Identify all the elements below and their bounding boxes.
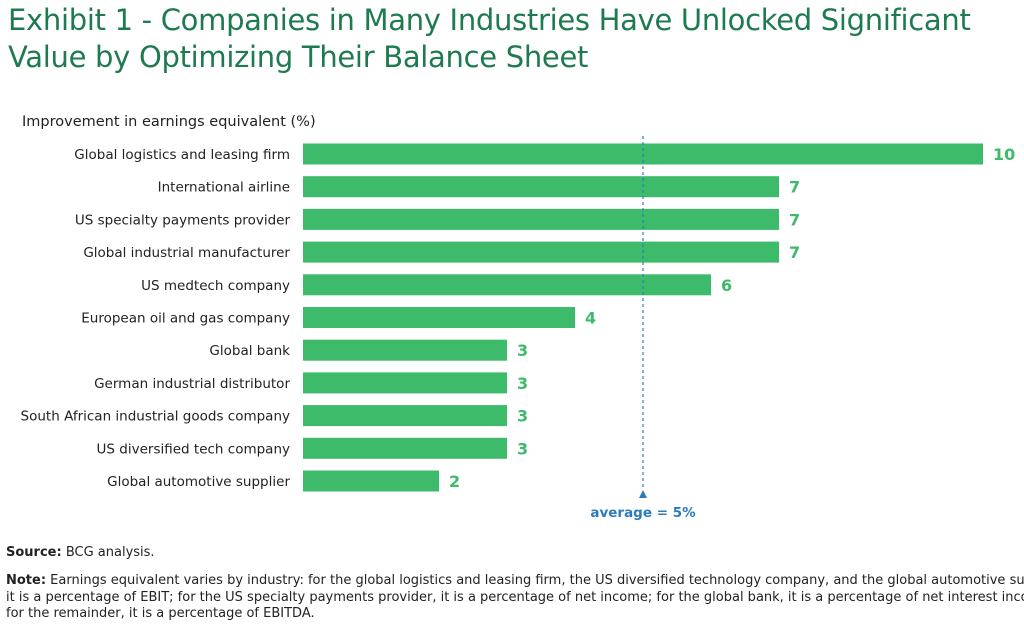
source-label: Source: [6, 545, 62, 560]
bar [303, 339, 507, 361]
category-label: South African industrial goods company [21, 409, 290, 425]
category-label: US diversified tech company [97, 441, 290, 457]
value-label: 7 [789, 178, 800, 197]
bar [303, 208, 779, 230]
axis-label: Improvement in earnings equivalent (%) [22, 114, 316, 130]
value-label: 4 [585, 309, 596, 328]
note-text: Earnings equivalent varies by industry: … [6, 573, 1024, 621]
value-label: 10 [993, 145, 1015, 164]
value-label: 2 [449, 472, 460, 491]
chart-title: Exhibit 1 - Companies in Many Industries… [8, 3, 971, 74]
category-label: German industrial distributor [94, 376, 290, 392]
note-label: Note: [6, 573, 47, 588]
value-label: 6 [721, 276, 732, 295]
bar-chart: Global logistics and leasing firm 10 Inter… [21, 136, 1015, 521]
average-label: average = 5% [590, 505, 696, 521]
category-label: International airline [158, 180, 290, 196]
bar [303, 437, 507, 459]
value-label: 3 [517, 439, 528, 458]
footnote: Note: Earnings equivalent varies by indu… [6, 573, 1024, 623]
bar [303, 307, 575, 328]
bar [303, 372, 507, 394]
bar [303, 241, 779, 263]
category-label: Global industrial manufacturer [83, 245, 290, 261]
category-label: European oil and gas company [81, 311, 290, 327]
source-text: BCG analysis. [61, 545, 155, 560]
bars-layer: Global logistics and leasing firm 10 Inter… [21, 143, 1015, 492]
value-label: 3 [517, 341, 528, 360]
bar [303, 176, 779, 198]
value-label: 3 [517, 374, 528, 393]
bar [303, 274, 711, 296]
bar [303, 405, 507, 427]
category-label: Global bank [209, 343, 290, 359]
bar [303, 470, 439, 492]
average-layer: average = 5% [590, 136, 696, 521]
source-note: Source: BCG analysis. [6, 545, 155, 560]
category-label: Global automotive supplier [107, 474, 290, 490]
category-label: US medtech company [141, 278, 290, 294]
category-label: US specialty payments provider [75, 212, 291, 228]
value-label: 7 [789, 210, 800, 229]
average-marker [639, 490, 647, 498]
category-label: Global logistics and leasing firm [74, 147, 290, 163]
value-label: 3 [517, 407, 528, 426]
value-label: 7 [789, 243, 800, 262]
